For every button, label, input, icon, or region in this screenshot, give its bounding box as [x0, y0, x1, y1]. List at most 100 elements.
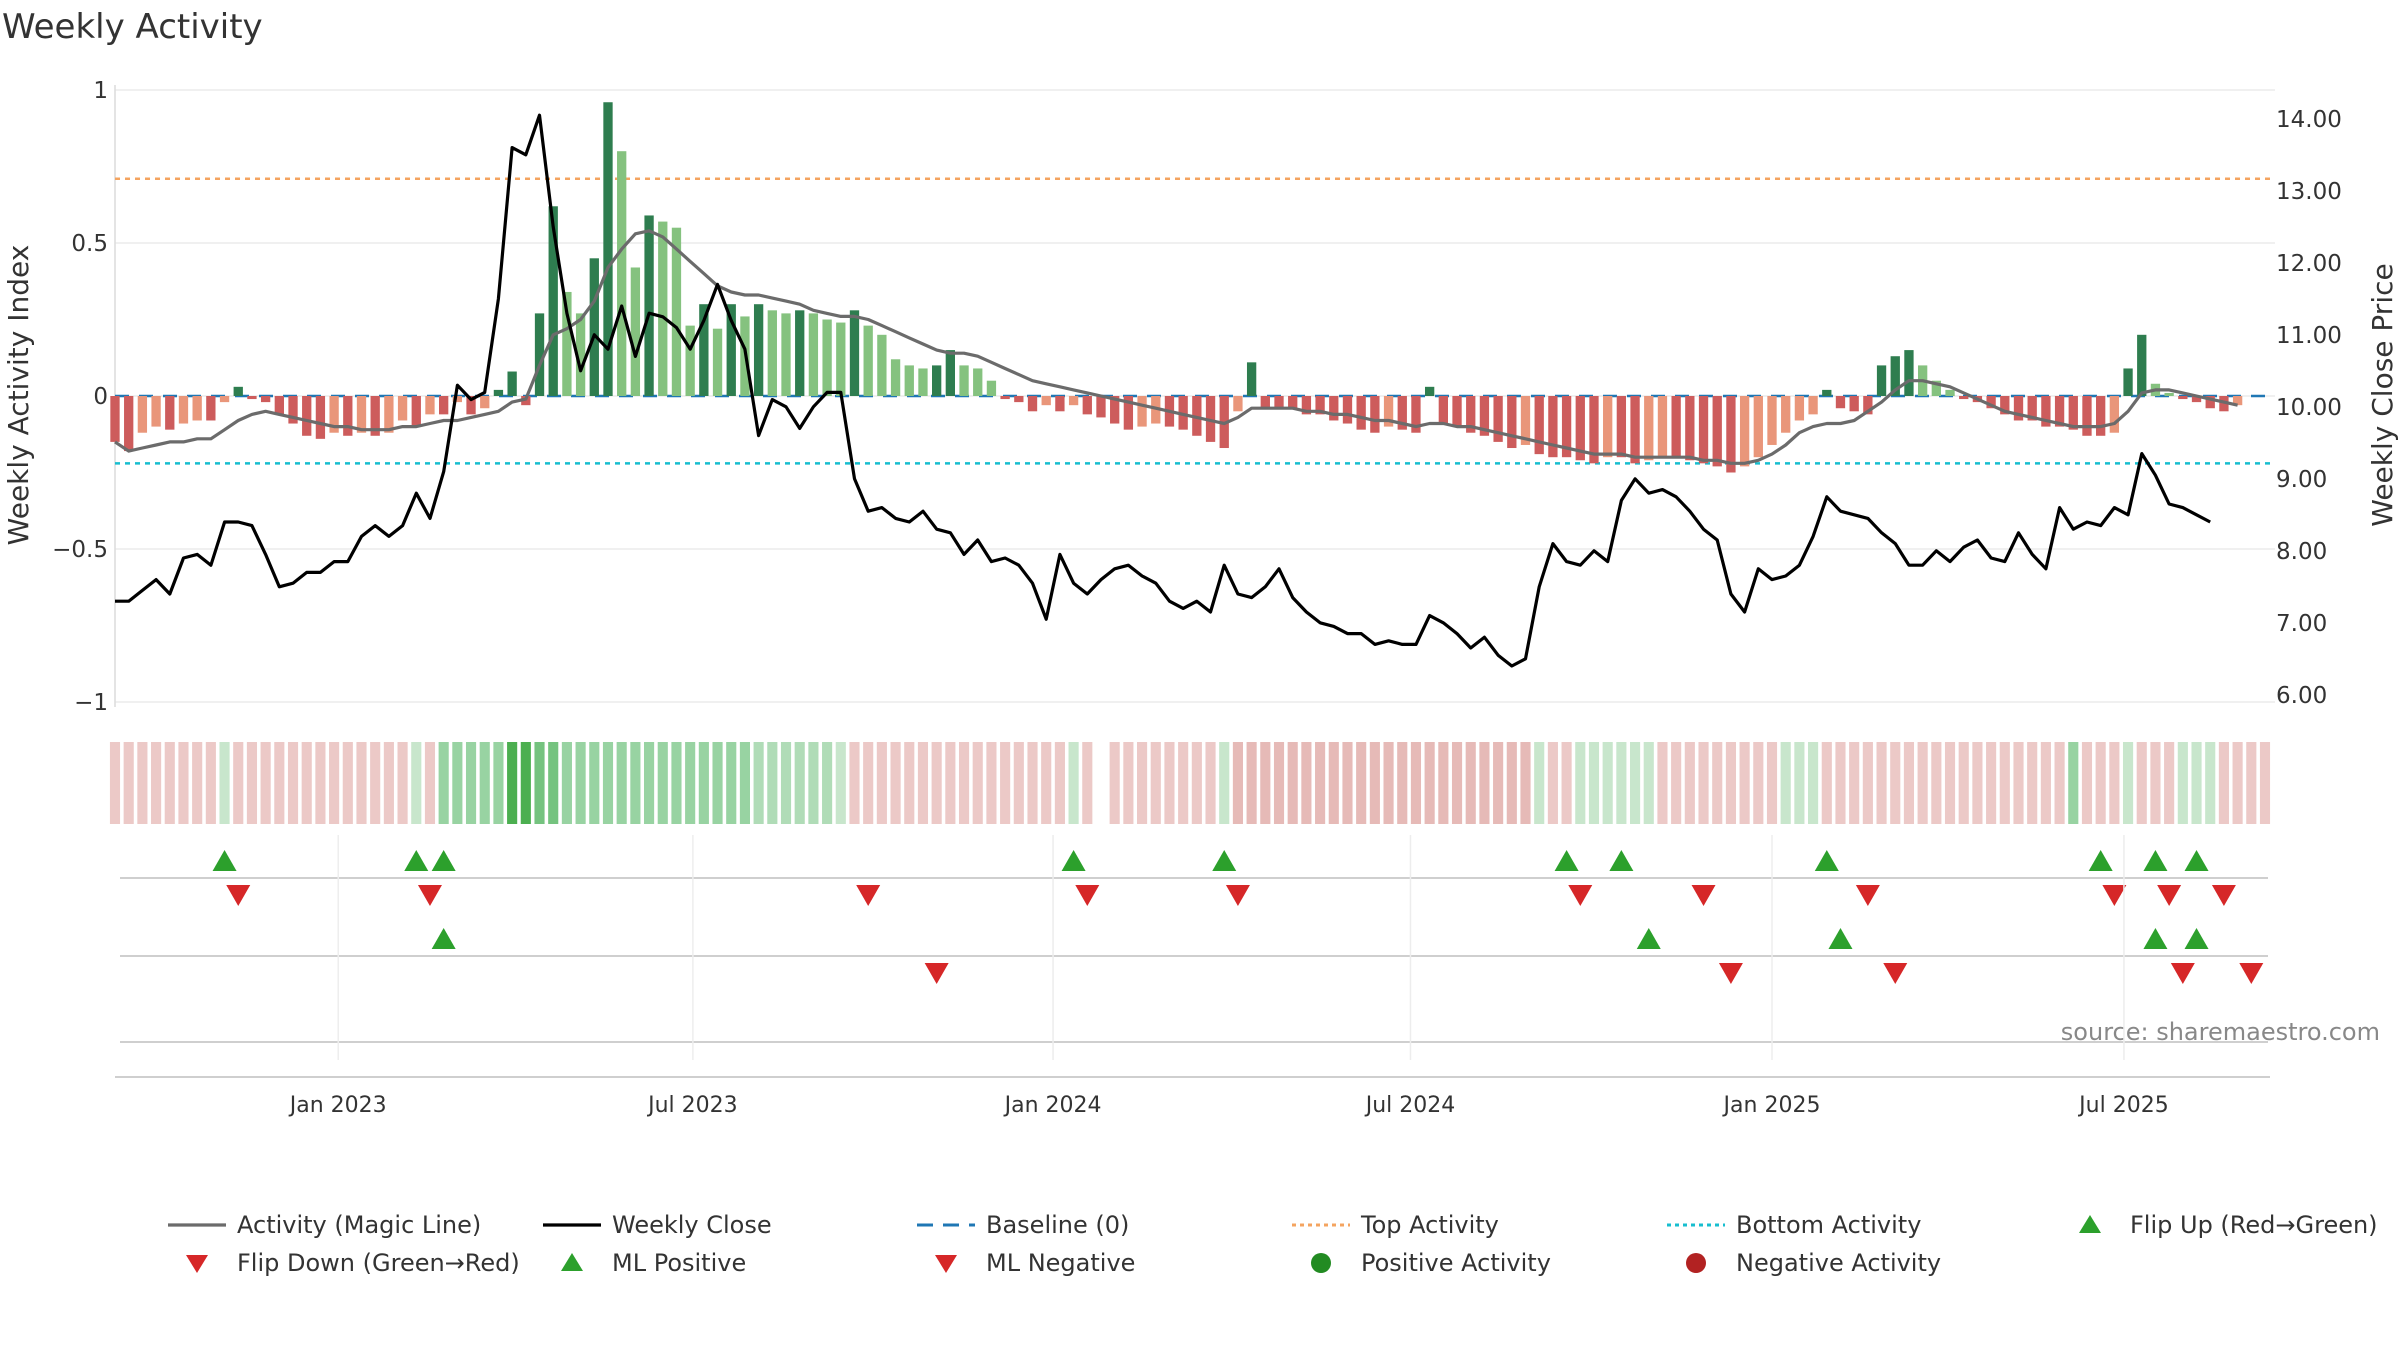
ribbon-cell — [1178, 742, 1189, 824]
ribbon-cell — [767, 742, 778, 824]
ribbon-cell — [1876, 742, 1887, 824]
ribbon-cell — [616, 742, 627, 824]
ribbon-cell — [849, 742, 860, 824]
activity-bar — [603, 102, 613, 397]
activity-bar — [1739, 396, 1750, 467]
ribbon-cell — [205, 742, 216, 824]
ribbon-cell — [1123, 742, 1134, 824]
flip-up-marker — [431, 850, 456, 871]
activity-bar — [165, 396, 175, 430]
activity-bar — [877, 334, 887, 396]
activity-bar — [2137, 334, 2147, 396]
ribbon-cell — [1027, 742, 1038, 824]
ribbon-cell — [1602, 742, 1613, 824]
ribbon-cell — [2164, 742, 2175, 824]
ribbon-cell — [698, 742, 709, 824]
activity-bar — [1466, 396, 1476, 433]
activity-bar — [1055, 396, 1065, 412]
activity-bar — [548, 206, 558, 396]
activity-bar — [836, 322, 846, 396]
activity-bar — [671, 227, 682, 396]
ribbon-cell — [1821, 742, 1832, 824]
activity-bar — [137, 396, 148, 433]
activity-bar — [1822, 389, 1832, 396]
ribbon-cell — [2068, 742, 2079, 824]
ribbon-cell — [123, 742, 134, 824]
activity-bar — [1835, 396, 1846, 409]
ml-positive-marker — [1636, 928, 1661, 949]
activity-bars — [110, 102, 2243, 473]
activity-bar — [808, 313, 819, 396]
activity-bar — [1260, 396, 1270, 409]
ribbon-cell — [2095, 742, 2106, 824]
ribbon-cell — [739, 742, 750, 824]
legend-label-activity-magic-line: Activity (Magic Line) — [237, 1211, 481, 1239]
ribbon-cell — [1287, 742, 1298, 824]
activity-bar — [1041, 396, 1051, 406]
ribbon-cell — [1643, 742, 1654, 824]
ribbon-cell — [602, 742, 614, 824]
activity-bar — [534, 313, 545, 396]
ribbon-cell — [1328, 742, 1339, 824]
activity-bar — [315, 396, 326, 439]
ribbon-cell — [329, 742, 340, 824]
activity-bar — [712, 328, 723, 396]
ribbon-cell — [2259, 742, 2271, 824]
y-left-tick-label: 0.5 — [71, 231, 108, 257]
activity-bar — [973, 368, 983, 396]
ribbon-cell — [2054, 742, 2065, 824]
activity-bar — [1329, 396, 1339, 421]
weekly-close-series — [115, 113, 2211, 668]
activity-bar — [589, 258, 599, 396]
x-tick-label: Jul 2023 — [646, 1093, 738, 1118]
ribbon-cell — [424, 742, 436, 824]
ribbon-cell — [876, 742, 887, 824]
legend-label-positive-activity: Positive Activity — [1361, 1249, 1551, 1277]
flip-down-marker — [1855, 885, 1880, 906]
ribbon-cell — [1616, 742, 1627, 824]
ribbon-cell — [1397, 742, 1408, 824]
activity-bar — [1274, 396, 1284, 409]
ribbon-cell — [1835, 742, 1846, 824]
activity-bar — [575, 313, 586, 396]
ribbon-cell — [246, 742, 258, 824]
ribbon-cell — [1232, 742, 1243, 824]
ribbon-cell — [904, 742, 915, 824]
ribbon-cell — [164, 742, 175, 824]
y-right-tick-label: 8.00 — [2276, 539, 2327, 565]
ribbon-cell — [1766, 742, 1778, 824]
ribbon-cell — [644, 742, 655, 824]
ribbon-cell — [342, 742, 353, 824]
ribbon-cell — [589, 742, 600, 824]
flip-up-marker — [1554, 850, 1579, 871]
legend-label-ml-positive: ML Positive — [612, 1249, 746, 1277]
ribbon-cell — [2013, 742, 2024, 824]
ribbon-cell — [2205, 742, 2216, 824]
ribbon-cell — [1575, 742, 1586, 824]
activity-bar — [2000, 396, 2010, 415]
activity-bar — [1767, 396, 1777, 445]
flip-down-marker — [1075, 885, 1100, 906]
legend-label-flip-up: Flip Up (Red→Green) — [2130, 1211, 2378, 1239]
ribbon-cell — [1712, 742, 1723, 824]
legend-label-bottom-activity: Bottom Activity — [1736, 1211, 1921, 1239]
ribbon-cell — [1561, 742, 1572, 824]
ribbon-cell — [151, 742, 162, 824]
activity-bar — [1315, 396, 1325, 415]
ribbon-cell — [1520, 742, 1531, 824]
flip-down-marker — [226, 885, 251, 906]
activity-bar — [1438, 396, 1448, 424]
activity-bar — [986, 380, 997, 396]
activity-bar — [1781, 396, 1791, 433]
ribbon-cell — [465, 742, 477, 824]
ribbon-cell — [1013, 742, 1024, 824]
ribbon-cell — [575, 742, 586, 824]
activity-bar — [945, 350, 955, 396]
ribbon-cell — [931, 742, 942, 824]
source-credit: source: sharemaestro.com — [2061, 1018, 2380, 1046]
x-tick-label: Jul 2024 — [1364, 1093, 1456, 1118]
flip-up-marker — [404, 850, 429, 871]
ribbon-cell — [794, 742, 805, 824]
activity-bar — [1698, 396, 1709, 464]
